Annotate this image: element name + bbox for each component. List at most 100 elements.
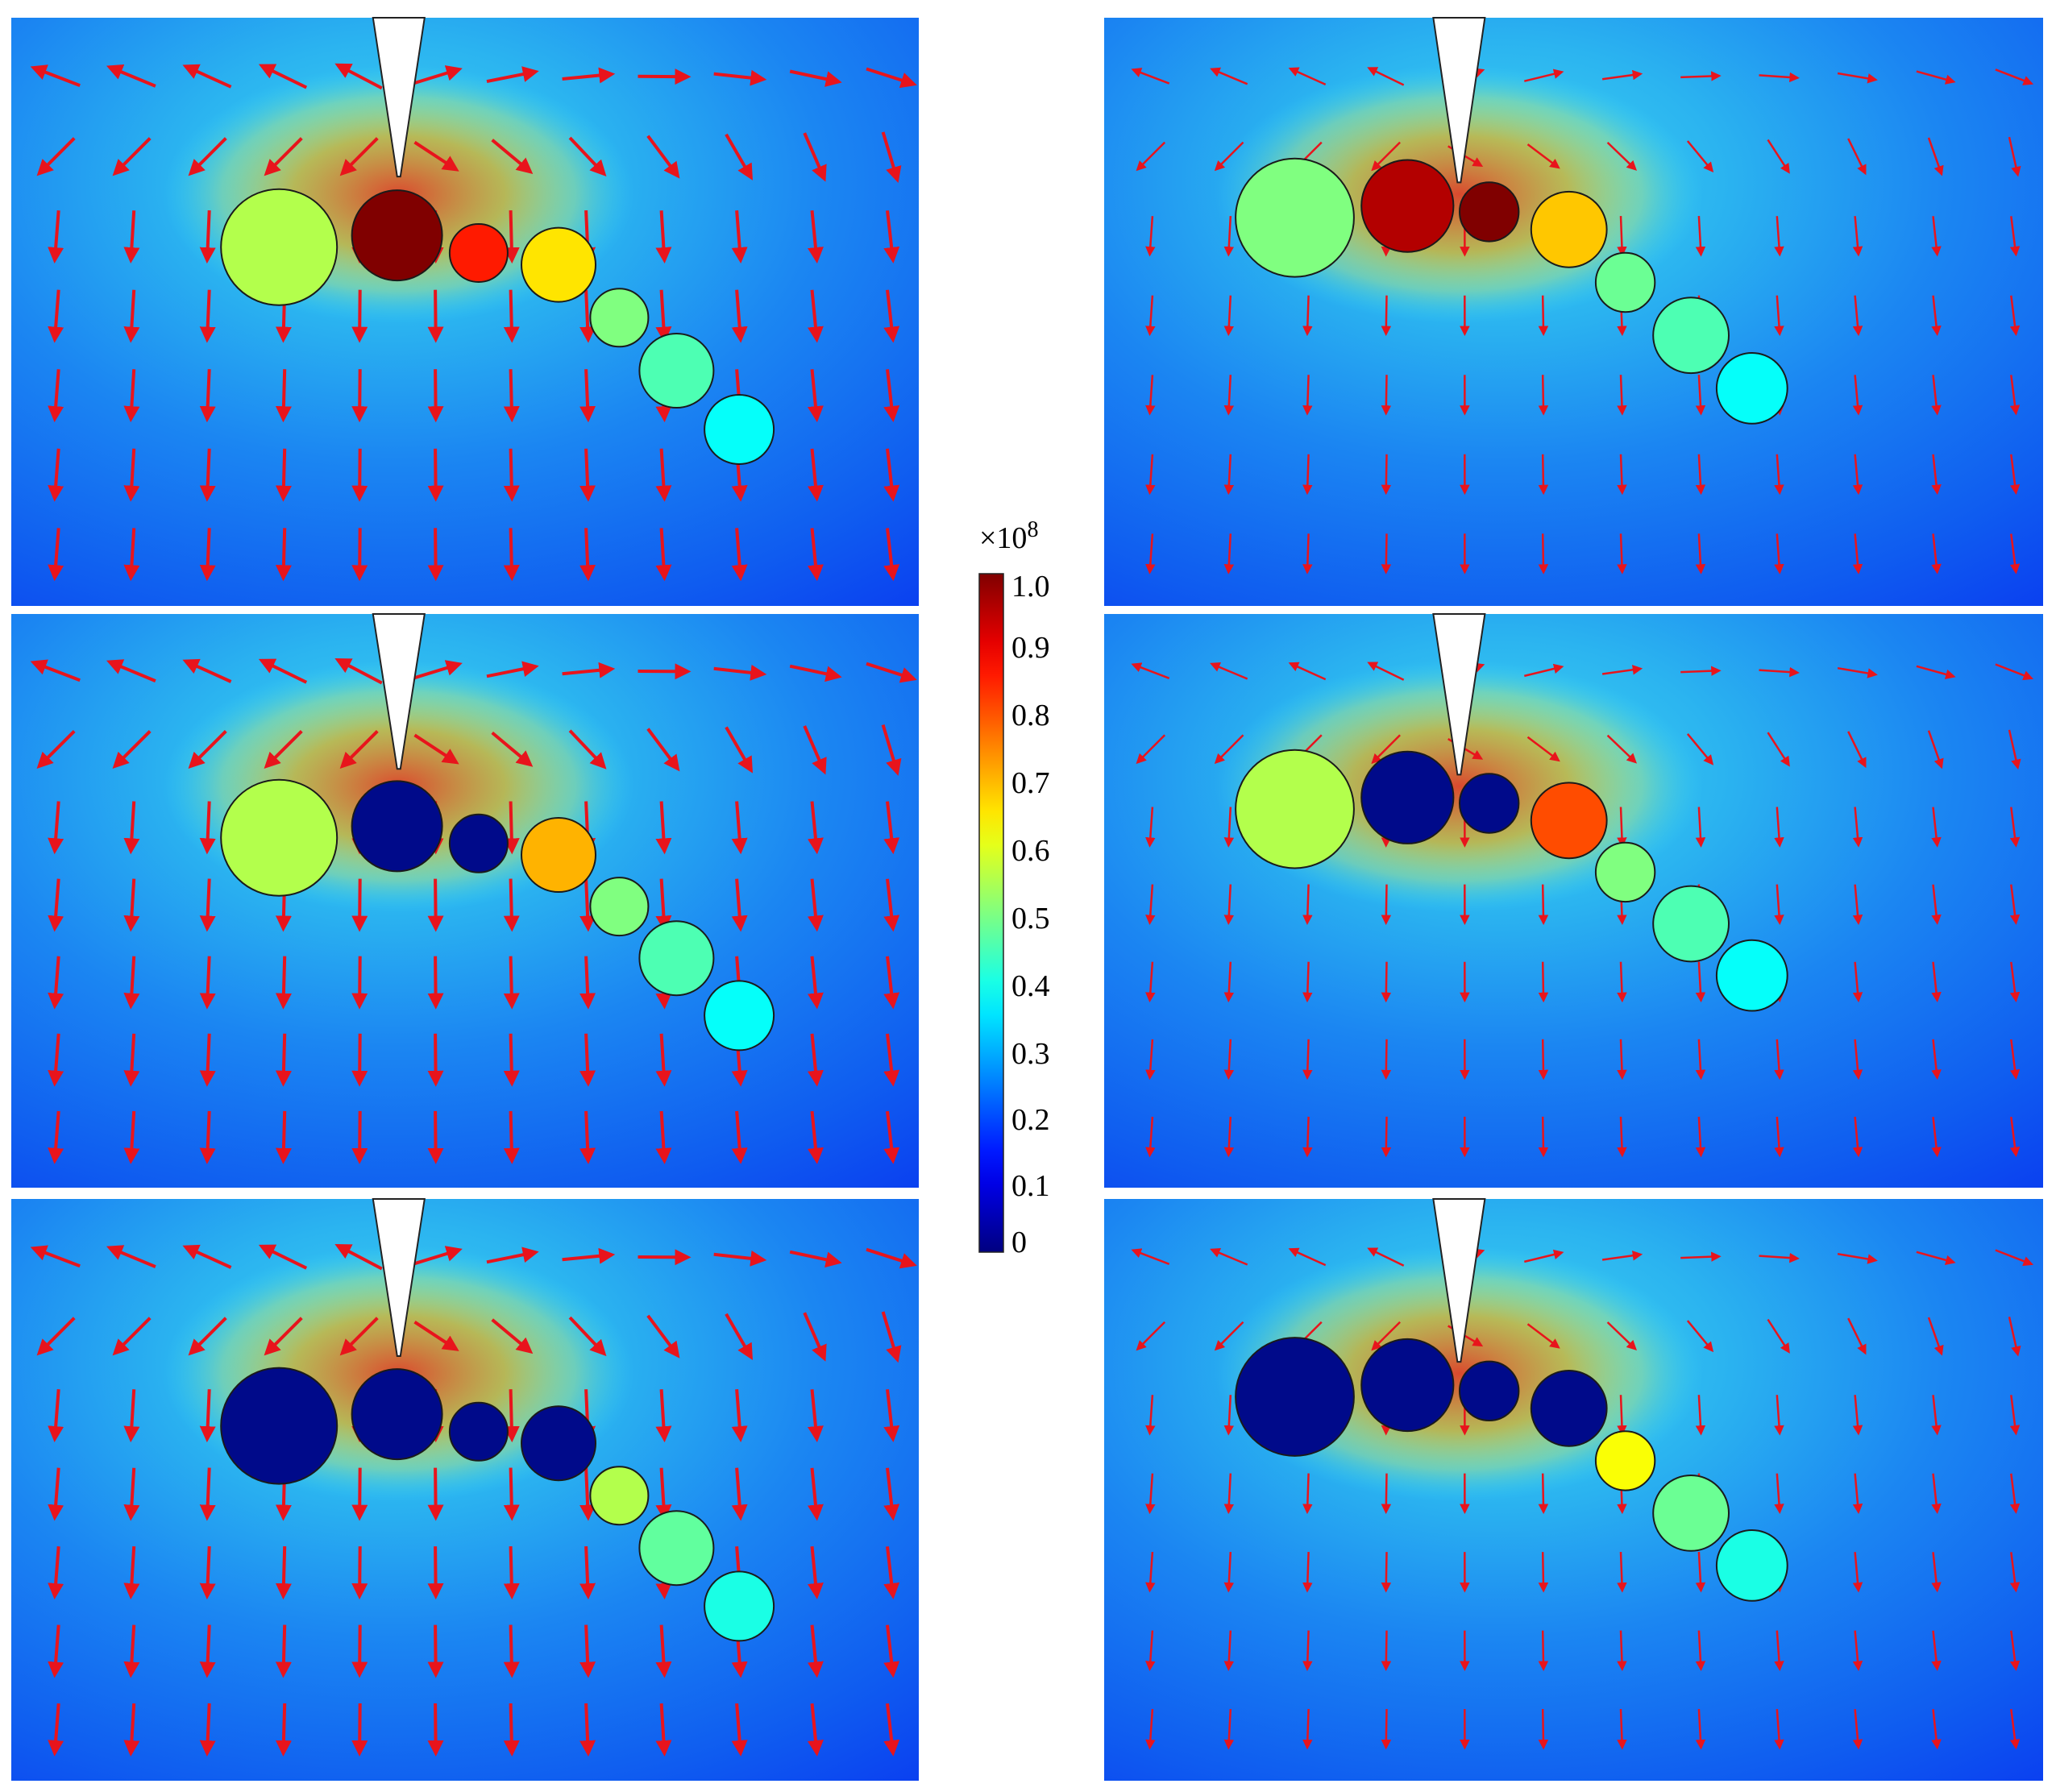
- field-arrow: [1680, 1251, 1722, 1262]
- field-arrow: [199, 369, 216, 423]
- field-arrow: [1774, 533, 1784, 575]
- particle-6: [1652, 297, 1730, 375]
- field-arrow: [1927, 137, 1944, 176]
- field-arrow: [1617, 1708, 1627, 1750]
- particle-6: [1652, 1475, 1730, 1552]
- field-arrow: [731, 1389, 748, 1442]
- field-arrow: [2009, 1552, 2021, 1593]
- field-arrow: [1136, 141, 1166, 172]
- field-arrow: [655, 1389, 672, 1443]
- field-arrow: [1774, 1630, 1784, 1671]
- field-arrow: [1524, 663, 1564, 678]
- field-arrow: [2009, 454, 2021, 496]
- field-arrow: [2009, 533, 2021, 575]
- field-arrow: [1931, 375, 1942, 416]
- field-arrow: [1214, 1321, 1244, 1351]
- field-arrow: [275, 1033, 292, 1087]
- field-arrow: [2009, 1473, 2021, 1514]
- field-arrow: [1774, 884, 1784, 925]
- field-arrow: [1695, 1552, 1706, 1593]
- electrode-needle: [1432, 1198, 1486, 1363]
- particle-5: [589, 1466, 650, 1526]
- field-arrow: [503, 289, 520, 343]
- panel-right-2: [1104, 613, 2043, 1188]
- field-arrow: [646, 1314, 680, 1359]
- colorbar-tick-0-1: 0.1: [1011, 1169, 1050, 1203]
- field-arrow: [731, 878, 748, 932]
- field-arrow: [1617, 533, 1627, 575]
- field-arrow: [1381, 295, 1392, 337]
- particle-7: [704, 394, 775, 465]
- field-arrow: [1774, 807, 1784, 848]
- field-arrow: [1371, 734, 1401, 765]
- field-arrow: [182, 64, 232, 89]
- field-arrow: [1931, 1630, 1942, 1671]
- field-arrow: [1223, 1473, 1235, 1515]
- field-arrow: [1145, 1709, 1156, 1750]
- field-arrow: [188, 137, 227, 176]
- field-arrow: [807, 878, 824, 932]
- field-arrow: [123, 448, 140, 502]
- field-arrow: [112, 137, 152, 176]
- field-arrow: [655, 878, 672, 932]
- panel-left-1: [11, 17, 919, 606]
- field-arrow: [1774, 1039, 1784, 1081]
- field-arrow: [883, 1546, 900, 1599]
- field-arrow: [808, 369, 824, 423]
- field-arrow: [1931, 216, 1942, 257]
- field-arrow: [2009, 961, 2021, 1002]
- field-arrow: [731, 1467, 748, 1521]
- particle-6: [638, 333, 715, 409]
- field-arrow: [106, 64, 156, 88]
- field-arrow: [1302, 1116, 1313, 1158]
- field-arrow: [411, 65, 463, 86]
- particle-3: [1459, 1360, 1520, 1422]
- field-arrow: [789, 1250, 842, 1268]
- field-arrow: [351, 1110, 368, 1164]
- field-arrow: [1695, 1630, 1706, 1671]
- particle-7: [1715, 939, 1788, 1012]
- field-arrow: [491, 139, 534, 174]
- field-arrow: [486, 661, 539, 678]
- field-arrow: [1931, 533, 1942, 575]
- field-arrow: [48, 448, 64, 502]
- field-arrow: [1931, 884, 1942, 925]
- particle-4: [1530, 782, 1608, 860]
- field-arrow: [655, 1110, 672, 1164]
- field-arrow: [881, 1311, 902, 1363]
- field-arrow: [568, 136, 607, 177]
- field-arrow: [883, 1703, 900, 1757]
- field-arrow: [883, 1624, 900, 1678]
- field-arrow: [1136, 1321, 1166, 1351]
- field-arrow: [503, 448, 520, 502]
- field-arrow: [351, 528, 368, 582]
- field-arrow: [1774, 454, 1784, 496]
- field-arrow: [866, 662, 917, 683]
- field-arrow: [264, 137, 303, 176]
- field-arrow: [123, 956, 140, 1010]
- field-arrow: [1223, 1039, 1235, 1081]
- field-arrow: [579, 528, 596, 582]
- field-arrow: [1695, 216, 1706, 257]
- field-arrow: [1601, 1251, 1643, 1261]
- particle-7: [704, 1570, 775, 1642]
- field-arrow: [427, 1110, 444, 1164]
- electrode-needle: [372, 613, 426, 770]
- field-arrow: [1131, 662, 1170, 679]
- field-arrow: [1223, 295, 1235, 337]
- field-arrow: [1695, 454, 1706, 496]
- field-arrow: [1852, 1630, 1863, 1671]
- field-arrow: [1210, 1248, 1248, 1266]
- field-arrow: [807, 448, 824, 502]
- field-arrow: [883, 289, 900, 343]
- field-arrow: [1145, 1039, 1156, 1081]
- field-arrow: [48, 956, 64, 1010]
- field-arrow: [351, 1624, 368, 1678]
- particle-5: [589, 288, 650, 348]
- field-arrow: [1759, 1252, 1800, 1263]
- colorbar-tick-1-0: 1.0: [1011, 570, 1050, 604]
- field-arrow: [123, 289, 140, 343]
- field-arrow: [123, 1703, 140, 1757]
- field-arrow: [48, 210, 64, 263]
- field-arrow: [1695, 961, 1706, 1003]
